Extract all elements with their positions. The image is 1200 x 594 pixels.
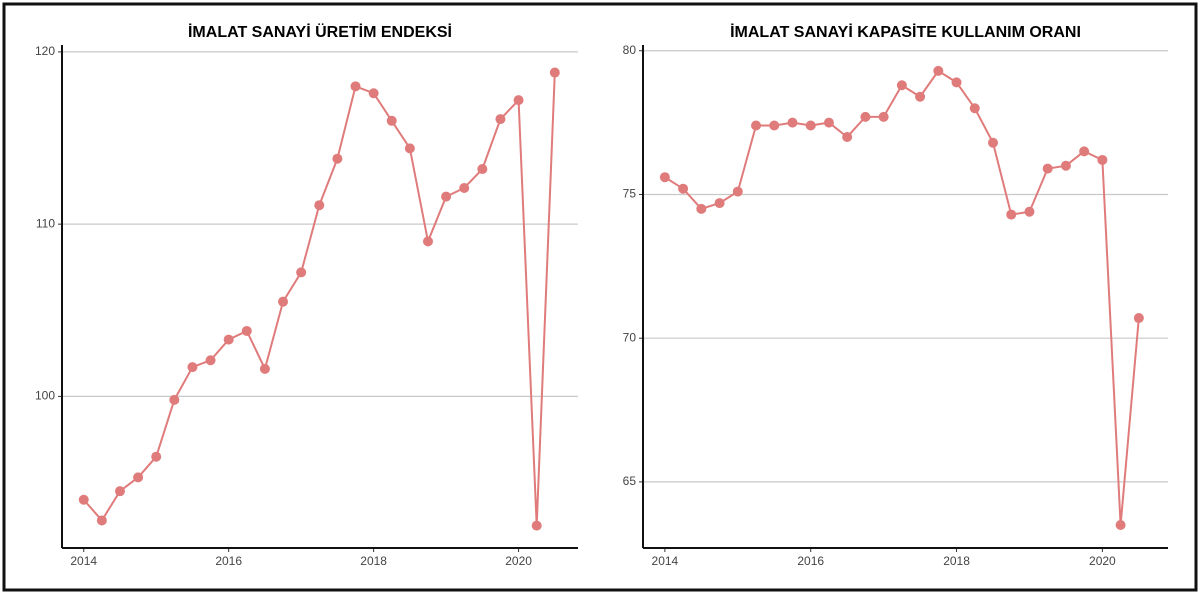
data-point xyxy=(441,191,452,202)
data-point xyxy=(422,236,433,247)
x-tick-label: 2014 xyxy=(70,554,97,568)
x-tick-label: 2020 xyxy=(505,554,532,568)
data-point xyxy=(1006,209,1017,220)
data-point xyxy=(878,111,889,122)
data-point xyxy=(951,77,962,88)
data-point xyxy=(1115,520,1126,531)
data-point xyxy=(223,334,234,345)
data-point xyxy=(459,182,470,193)
data-point xyxy=(187,362,198,373)
data-point xyxy=(133,472,144,483)
data-point xyxy=(314,200,325,211)
data-point xyxy=(823,117,834,128)
data-point xyxy=(368,88,379,99)
data-point xyxy=(988,137,998,148)
data-point xyxy=(1060,160,1071,171)
y-tick-label: 110 xyxy=(36,216,55,230)
data-point xyxy=(531,520,542,531)
data-point xyxy=(1097,154,1108,165)
data-point xyxy=(78,494,89,505)
data-point xyxy=(1042,163,1053,174)
data-point xyxy=(549,67,560,78)
data-point xyxy=(805,120,816,131)
y-tick-label: 100 xyxy=(35,389,55,403)
y-tick-label: 70 xyxy=(623,330,637,344)
data-point xyxy=(678,183,689,194)
y-tick-label: 65 xyxy=(623,474,637,488)
data-point xyxy=(296,267,307,278)
data-point xyxy=(933,65,944,76)
data-point xyxy=(714,198,725,209)
y-tick-label: 80 xyxy=(623,43,637,57)
data-point xyxy=(404,143,415,154)
data-point xyxy=(114,486,125,497)
chart-title: İMALAT SANAYİ KAPASİTE KULLANIM ORANI xyxy=(730,23,1081,41)
y-tick-label: 75 xyxy=(623,187,637,201)
data-point xyxy=(769,120,780,131)
data-point xyxy=(696,203,707,214)
x-tick-label: 2018 xyxy=(360,554,387,568)
data-point xyxy=(969,103,980,114)
data-point xyxy=(332,153,343,164)
data-point xyxy=(386,115,397,126)
y-tick-label: 120 xyxy=(35,44,55,58)
chart-title: İMALAT SANAYİ ÜRETİM ENDEKSİ xyxy=(188,22,452,41)
data-point xyxy=(169,394,180,405)
data-point xyxy=(259,363,270,374)
data-point xyxy=(151,451,162,462)
data-point xyxy=(495,114,506,125)
data-point xyxy=(842,131,853,142)
data-point xyxy=(787,117,798,128)
data-point xyxy=(278,296,289,307)
data-point xyxy=(513,95,524,106)
x-tick-label: 2020 xyxy=(1089,554,1116,568)
x-tick-label: 2018 xyxy=(943,554,970,568)
data-point xyxy=(241,325,252,336)
data-point xyxy=(1024,206,1035,217)
data-point xyxy=(915,91,926,102)
x-tick-label: 2014 xyxy=(652,554,679,568)
x-tick-label: 2016 xyxy=(797,554,824,568)
data-point xyxy=(751,120,762,131)
data-point xyxy=(477,164,488,175)
data-point xyxy=(350,81,361,92)
data-point xyxy=(1133,313,1144,324)
data-point xyxy=(896,80,907,91)
data-point xyxy=(96,515,107,526)
data-point xyxy=(860,111,871,122)
x-tick-label: 2016 xyxy=(215,554,242,568)
data-point xyxy=(732,186,743,197)
data-point xyxy=(659,172,670,183)
data-point xyxy=(205,355,216,366)
data-point xyxy=(1079,146,1090,157)
